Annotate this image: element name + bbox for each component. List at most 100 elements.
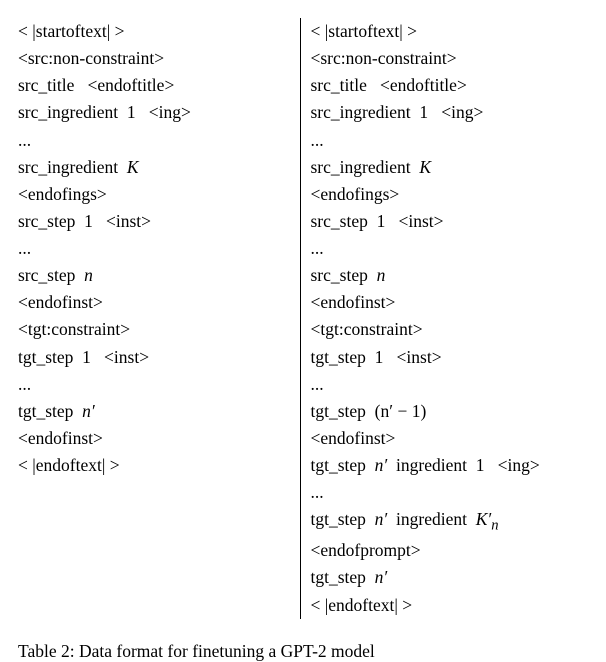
K-prime: K′ bbox=[476, 509, 492, 529]
n: n bbox=[377, 265, 386, 285]
angle-r: > bbox=[457, 75, 467, 95]
angle-l: < bbox=[311, 21, 321, 41]
label: src:non-constraint bbox=[28, 48, 154, 68]
tgt-step: tgt_step bbox=[311, 567, 366, 587]
angle-l: < bbox=[398, 211, 408, 231]
angle-l: < bbox=[311, 319, 321, 339]
table-col-right: < |startoftext| > <src:non-constraint> s… bbox=[301, 18, 593, 619]
n: n bbox=[84, 265, 93, 285]
angle-l: < bbox=[311, 540, 321, 560]
angle-l: < bbox=[441, 102, 451, 122]
angle-l: < bbox=[311, 428, 321, 448]
src-title: src_title bbox=[18, 75, 74, 95]
endoftitle: endoftitle bbox=[97, 75, 164, 95]
angle-l: < bbox=[18, 428, 28, 448]
angle-r: > bbox=[386, 292, 396, 312]
K: K bbox=[127, 157, 139, 177]
tgt-step: tgt_step bbox=[311, 509, 366, 529]
src-ingredient: src_ingredient bbox=[18, 102, 118, 122]
endoftitle: endoftitle bbox=[390, 75, 457, 95]
tok-src-step-1: src_step 1 <inst> bbox=[311, 208, 587, 235]
tok-src-ingredient-K: src_ingredient K bbox=[311, 154, 587, 181]
angle-l: < bbox=[18, 184, 28, 204]
angle-r: > bbox=[181, 102, 191, 122]
angle-r: > bbox=[110, 455, 120, 475]
endofinst: endofinst bbox=[28, 292, 93, 312]
tok-endoftext: < |endoftext| > bbox=[18, 452, 294, 479]
angle-r: > bbox=[141, 211, 151, 231]
endofings: endofings bbox=[320, 184, 389, 204]
page-root: < |startoftext| > <src:non-constraint> s… bbox=[0, 0, 606, 648]
angle-r: > bbox=[389, 184, 399, 204]
bar: | bbox=[107, 21, 111, 41]
angle-l: < bbox=[311, 48, 321, 68]
num-1: 1 bbox=[377, 211, 386, 231]
tok-src-step-1: src_step 1 <inst> bbox=[18, 208, 294, 235]
n-prime-minus-1: (n′ − 1) bbox=[375, 401, 427, 421]
angle-l: < bbox=[311, 292, 321, 312]
tok-src-step-n: src_step n bbox=[311, 262, 587, 289]
tok-endofinst: <endofinst> bbox=[18, 289, 294, 316]
tok-startoftext: < |startoftext| > bbox=[311, 18, 587, 45]
endoftext-label: endoftext bbox=[36, 455, 102, 475]
tok-tgt-step-nprime-ing-1: tgt_step n′ ingredient 1 <ing> bbox=[311, 452, 587, 479]
dots: ... bbox=[18, 371, 294, 398]
angle-l: < bbox=[88, 75, 98, 95]
angle-r: > bbox=[432, 347, 442, 367]
tok-src-nonconstraint: <src:non-constraint> bbox=[311, 45, 587, 72]
endofprompt: endofprompt bbox=[320, 540, 410, 560]
bar: | bbox=[102, 455, 106, 475]
dots: ... bbox=[311, 479, 587, 506]
num-1: 1 bbox=[476, 455, 485, 475]
tok-tgt-step-nprime-final: tgt_step n′ bbox=[311, 564, 587, 591]
tok-startoftext-label: startoftext bbox=[36, 21, 107, 41]
endofinst: endofinst bbox=[28, 428, 93, 448]
tok-endofprompt: <endofprompt> bbox=[311, 537, 587, 564]
tok-endofinst: <endofinst> bbox=[18, 425, 294, 452]
tok-src-ingredient-1: src_ingredient 1 <ing> bbox=[18, 99, 294, 126]
tok-tgt-step-nprime: tgt_step n′ bbox=[18, 398, 294, 425]
tok-src-nonconstraint: <src:non-constraint> bbox=[18, 45, 294, 72]
tok-endofings: <endofings> bbox=[18, 181, 294, 208]
bar: | bbox=[399, 21, 403, 41]
dots: ... bbox=[311, 371, 587, 398]
inst: inst bbox=[116, 211, 141, 231]
angle-r: > bbox=[411, 540, 421, 560]
angle-l: < bbox=[18, 455, 28, 475]
angle-l: < bbox=[498, 455, 508, 475]
tok-tgt-constraint: <tgt:constraint> bbox=[18, 316, 294, 343]
ing: ing bbox=[451, 102, 473, 122]
dots: ... bbox=[18, 235, 294, 262]
ing: ing bbox=[507, 455, 529, 475]
src-ingredient: src_ingredient bbox=[311, 157, 411, 177]
endoftext-label: endoftext bbox=[328, 595, 394, 615]
angle-r: > bbox=[473, 102, 483, 122]
angle-l: < bbox=[149, 102, 159, 122]
tok-src-ingredient-K: src_ingredient K bbox=[18, 154, 294, 181]
tok-src-step-n: src_step n bbox=[18, 262, 294, 289]
endofinst: endofinst bbox=[320, 292, 385, 312]
angle-l: < bbox=[311, 595, 321, 615]
n-prime: n′ bbox=[375, 567, 388, 587]
tgt-step: tgt_step bbox=[311, 347, 366, 367]
angle-r: > bbox=[164, 75, 174, 95]
inst: inst bbox=[408, 211, 433, 231]
src-step: src_step bbox=[311, 265, 368, 285]
tok-tgt-step-1: tgt_step 1 <inst> bbox=[18, 344, 294, 371]
tok-tgt-step-nprime-m1: tgt_step (n′ − 1) bbox=[311, 398, 587, 425]
angle-r: > bbox=[402, 595, 412, 615]
n-prime: n′ bbox=[82, 401, 95, 421]
angle-r: > bbox=[447, 48, 457, 68]
tgt-step: tgt_step bbox=[18, 401, 73, 421]
inst: inst bbox=[406, 347, 431, 367]
ingredient-word: ingredient bbox=[396, 509, 467, 529]
angle-l: < bbox=[397, 347, 407, 367]
src-step: src_step bbox=[18, 265, 75, 285]
num-1: 1 bbox=[84, 211, 93, 231]
src-ingredient: src_ingredient bbox=[18, 157, 118, 177]
angle-r: > bbox=[530, 455, 540, 475]
angle-r: > bbox=[386, 428, 396, 448]
angle-l: < bbox=[18, 319, 28, 339]
n-prime: n′ bbox=[375, 509, 388, 529]
src-step: src_step bbox=[18, 211, 75, 231]
